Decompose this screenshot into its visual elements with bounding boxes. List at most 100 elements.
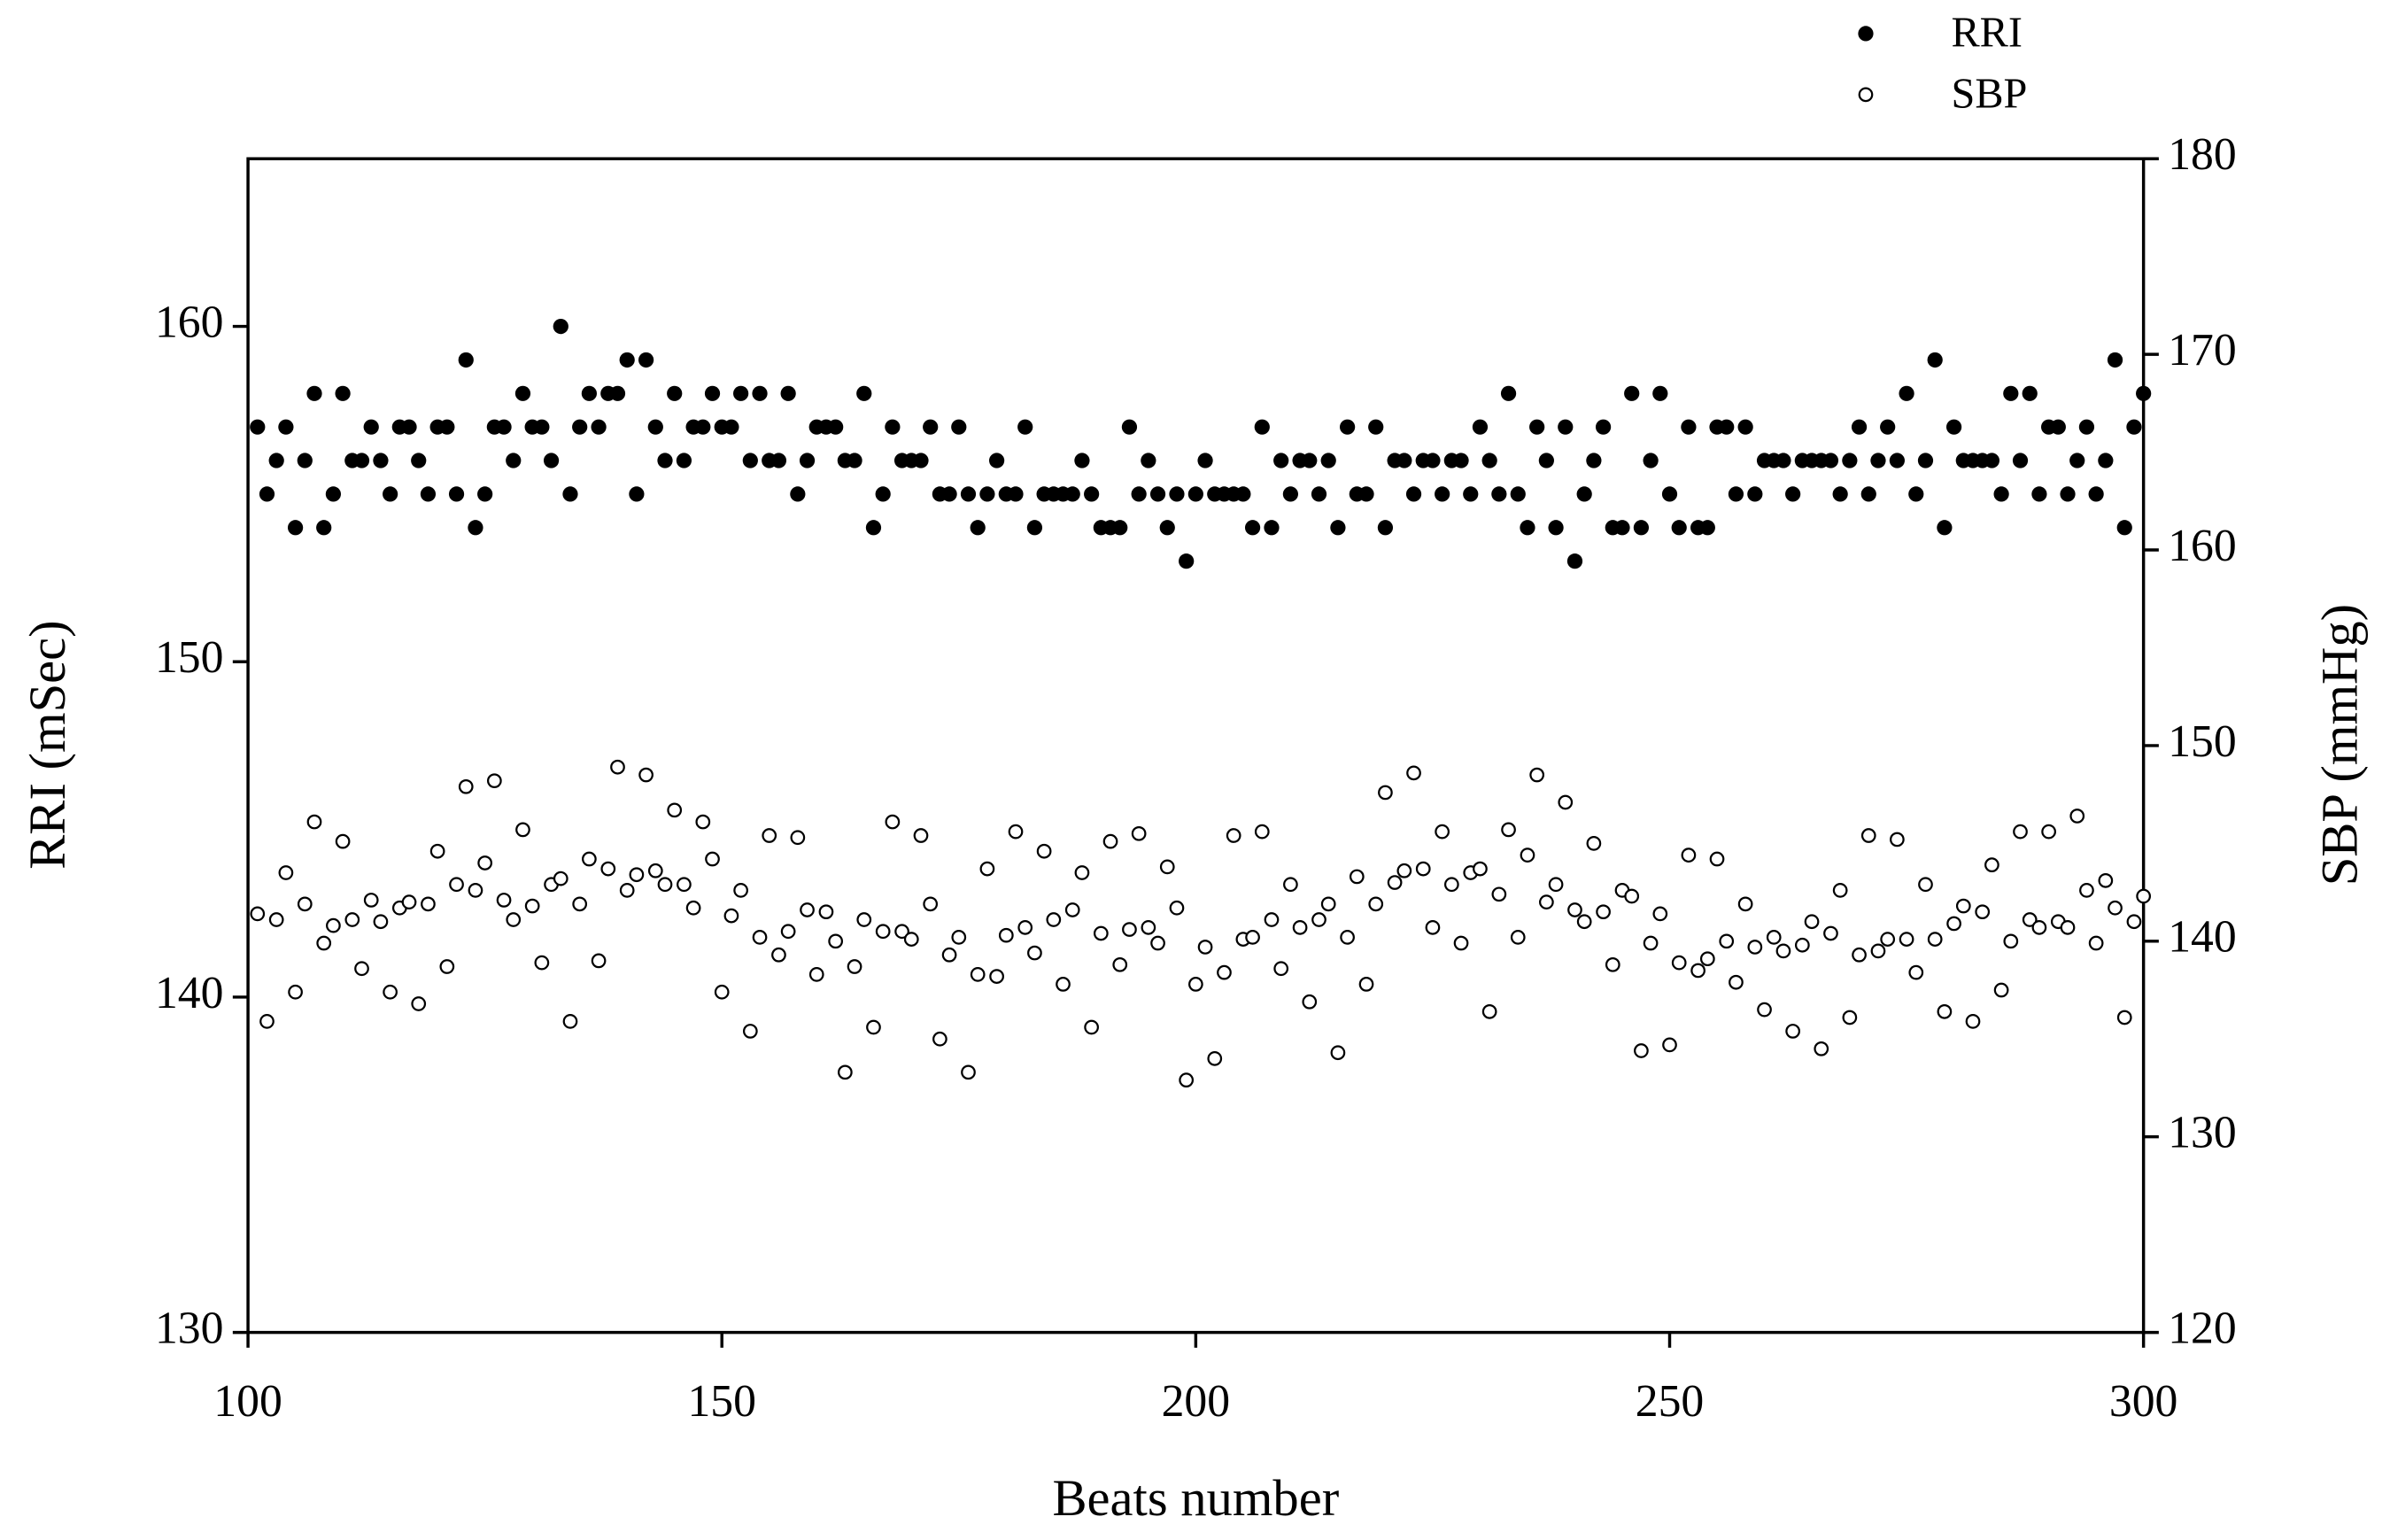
y-axis-title: RRI (mSec)	[19, 620, 76, 869]
data-point	[1661, 486, 1678, 502]
data-point	[979, 486, 995, 502]
data-point	[250, 906, 266, 922]
data-point	[2069, 453, 2085, 468]
data-point	[619, 883, 635, 898]
data-point	[514, 385, 531, 401]
data-point	[2136, 888, 2152, 904]
data-point	[1235, 486, 1251, 502]
data-point	[326, 917, 341, 933]
data-point	[373, 914, 389, 930]
data-point	[1472, 419, 1489, 435]
data-point	[581, 385, 597, 401]
data-point	[847, 959, 862, 974]
data-point	[1993, 982, 2009, 998]
data-point	[790, 830, 806, 846]
data-point	[799, 453, 816, 468]
data-point	[970, 520, 986, 536]
data-point	[439, 419, 455, 435]
data-point	[885, 814, 901, 830]
data-point	[629, 486, 645, 502]
data-point	[704, 385, 721, 401]
data-point	[1358, 486, 1374, 502]
x-tick-label: 200	[1162, 1376, 1231, 1427]
data-point	[1320, 453, 1336, 468]
y2-tick-label: 140	[2168, 912, 2237, 963]
data-point	[316, 520, 332, 536]
data-point	[572, 419, 588, 435]
data-point	[1766, 930, 1782, 945]
data-point	[771, 947, 786, 963]
data-point	[1282, 486, 1299, 502]
data-point	[562, 1014, 578, 1029]
data-point	[638, 352, 654, 368]
data-point	[2088, 486, 2104, 502]
data-point	[1036, 843, 1052, 859]
data-point	[1823, 925, 1838, 941]
data-point	[1302, 453, 1318, 468]
x-tick-label: 250	[1636, 1376, 1705, 1427]
data-point	[1520, 847, 1535, 863]
data-point	[2031, 486, 2047, 502]
data-point	[1558, 419, 1574, 435]
data-point	[1634, 1043, 1649, 1058]
data-point	[885, 419, 901, 435]
data-point	[288, 984, 303, 1000]
data-point	[515, 822, 530, 838]
data-point	[401, 894, 417, 909]
data-point	[1245, 930, 1260, 945]
data-point	[762, 828, 777, 843]
data-point	[1425, 919, 1441, 935]
data-point	[1207, 1050, 1223, 1066]
data-point	[363, 893, 379, 908]
data-point	[629, 867, 645, 883]
data-point	[420, 486, 437, 502]
data-point	[1785, 1024, 1801, 1039]
data-point	[1681, 419, 1697, 435]
data-point	[1624, 385, 1640, 401]
data-point	[1918, 877, 1933, 893]
data-point	[1254, 419, 1270, 435]
data-point	[733, 385, 749, 401]
data-point	[742, 453, 758, 468]
data-point	[383, 984, 398, 1000]
data-point	[610, 759, 625, 775]
data-point	[733, 883, 748, 898]
data-point	[591, 419, 607, 435]
data-point	[1008, 486, 1024, 502]
data-point	[828, 933, 844, 949]
data-point	[989, 969, 1004, 984]
data-point	[1860, 486, 1876, 502]
data-point	[1197, 940, 1213, 955]
data-point	[1520, 520, 1535, 536]
data-point	[1548, 877, 1564, 893]
data-point	[866, 1019, 881, 1035]
y-tick-label: 150	[155, 632, 224, 683]
data-point	[1244, 520, 1261, 536]
data-point	[1435, 824, 1450, 840]
data-point	[534, 419, 550, 435]
data-point	[2126, 419, 2142, 435]
data-point	[1529, 419, 1545, 435]
data-point	[1576, 914, 1592, 930]
data-point	[1008, 824, 1024, 840]
y2-tick-label: 130	[2168, 1108, 2237, 1158]
data-point	[647, 419, 663, 435]
data-point	[1406, 765, 1421, 781]
data-point	[1481, 453, 1497, 468]
data-point	[638, 767, 654, 783]
data-point	[1121, 419, 1138, 435]
data-point	[1945, 419, 1962, 435]
data-point	[1870, 943, 1886, 959]
data-point	[1217, 964, 1232, 980]
data-point	[2098, 453, 2114, 468]
data-point	[468, 883, 483, 898]
data-point	[1084, 486, 1100, 502]
data-point	[1026, 520, 1043, 536]
data-point	[941, 486, 957, 502]
data-point	[941, 947, 957, 963]
data-point	[1435, 486, 1450, 502]
data-point	[1917, 453, 1934, 468]
data-point	[1965, 1014, 1981, 1029]
data-point	[1491, 486, 1507, 502]
